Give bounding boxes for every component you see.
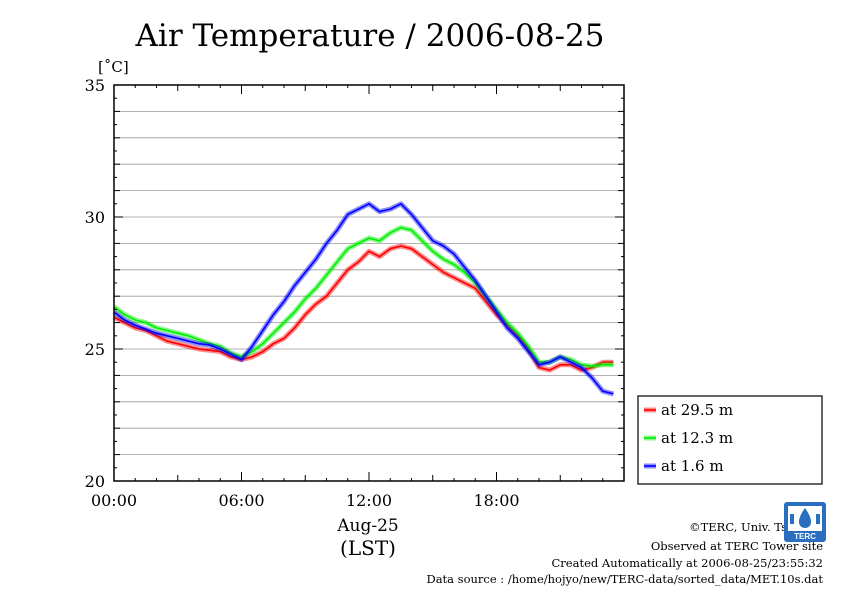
legend: at 29.5 m at 12.3 m at 1.6 m	[637, 395, 823, 485]
y-tick-label: 20	[85, 472, 105, 491]
legend-label: at 12.3 m	[661, 429, 733, 447]
credit-data-source: Data source : /home/hojyo/new/TERC-data/…	[426, 572, 823, 586]
x-axis-date-label: Aug-25	[336, 516, 398, 536]
legend-item: at 1.6 m	[644, 457, 724, 475]
series-layer	[112, 201, 615, 397]
x-tick-label: 12:00	[346, 491, 392, 510]
series-3	[112, 201, 615, 397]
legend-box	[637, 395, 823, 485]
legend-item: at 29.5 m	[644, 401, 733, 419]
x-tick-label: 06:00	[218, 491, 264, 510]
y-axis: 20 25 30 35	[85, 76, 624, 491]
y-axis-unit: [˚C]	[98, 58, 129, 76]
terc-logo-icon: TERC	[784, 502, 826, 542]
legend-label: at 29.5 m	[661, 401, 733, 419]
credit-observed: Observed at TERC Tower site	[650, 539, 823, 553]
series-line	[113, 245, 614, 371]
y-tick-label: 25	[85, 340, 105, 359]
x-axis-lst-label: (LST)	[340, 536, 396, 560]
logo-text: TERC	[794, 532, 816, 541]
legend-label: at 1.6 m	[661, 457, 724, 475]
x-tick-label: 00:00	[91, 491, 137, 510]
x-tick-label: 18:00	[473, 491, 519, 510]
grid-lines	[114, 111, 624, 456]
series-line-glow	[112, 243, 614, 373]
legend-item: at 12.3 m	[644, 429, 733, 447]
plot-frame	[113, 84, 625, 482]
x-axis: 00:00 06:00 12:00 18:00	[91, 85, 625, 510]
series-2	[112, 225, 614, 369]
series-line	[113, 203, 614, 395]
chart-title: Air Temperature / 2006-08-25	[135, 18, 605, 54]
y-tick-label: 35	[85, 76, 105, 95]
series-line	[113, 226, 614, 368]
series-1	[112, 243, 614, 373]
y-tick-label: 30	[85, 208, 105, 227]
credit-created: Created Automatically at 2006-08-25/23:5…	[551, 556, 824, 570]
